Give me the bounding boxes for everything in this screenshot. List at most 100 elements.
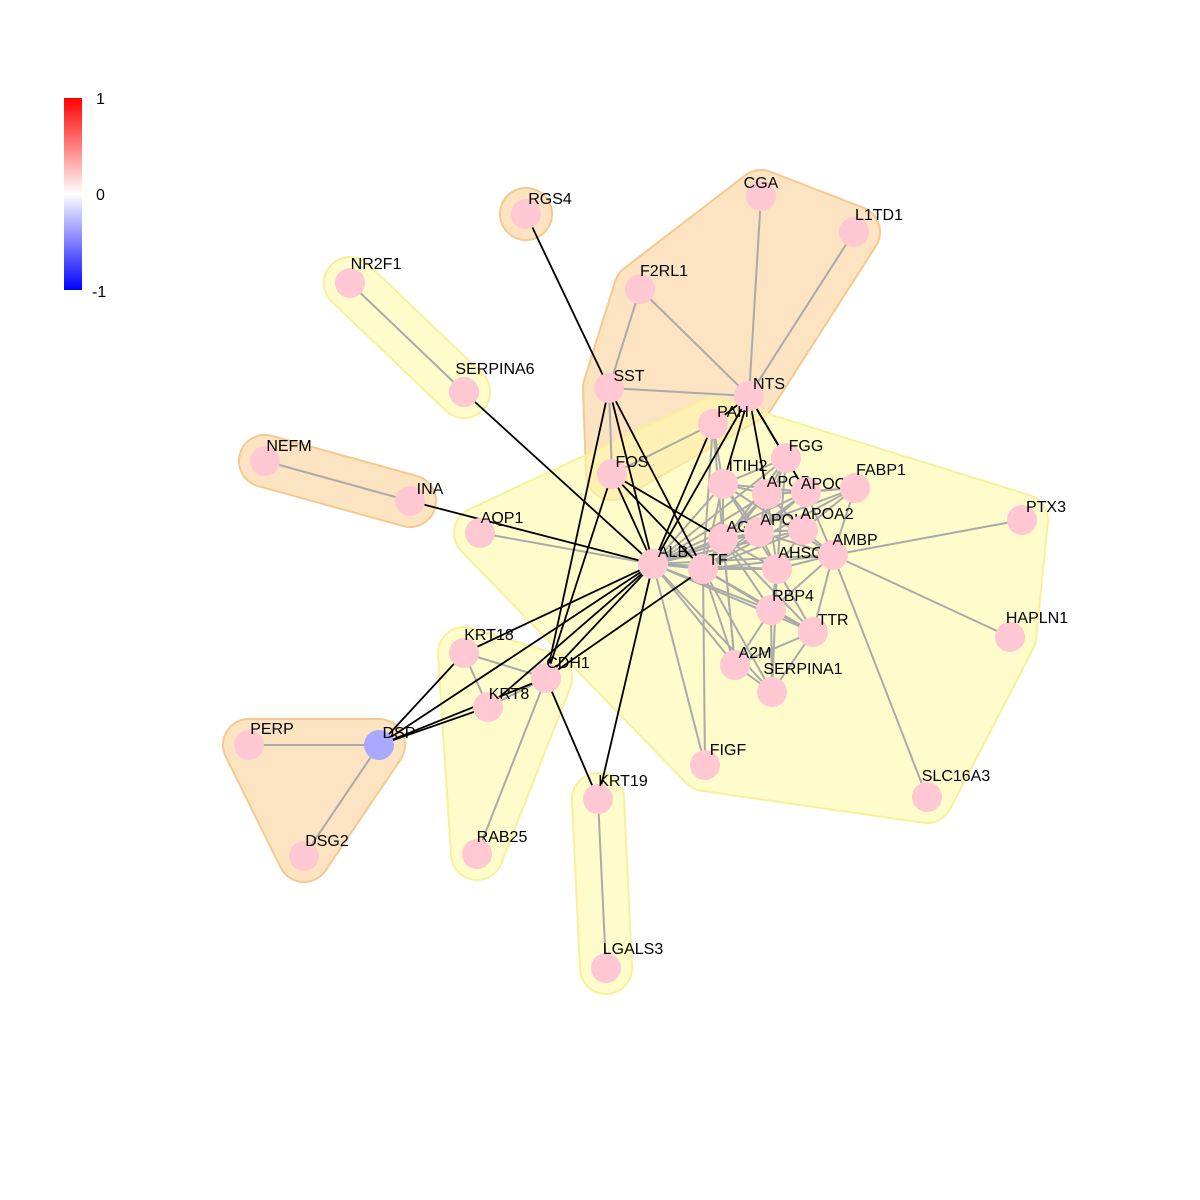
node-circle-nefm[interactable]	[250, 446, 280, 476]
node-krt19[interactable]: KRT19	[583, 773, 648, 814]
node-label-lgals3: LGALS3	[603, 941, 664, 958]
node-nefm[interactable]: NEFM	[250, 438, 312, 476]
node-ttr[interactable]: TTR	[798, 612, 849, 647]
node-circle-ahsg[interactable]	[762, 554, 792, 584]
edge-gray-cga-nts	[748, 195, 762, 397]
node-cdh1[interactable]: CDH1	[531, 655, 590, 693]
node-ptx3[interactable]: PTX3	[1007, 499, 1066, 535]
node-hapln1[interactable]: HAPLN1	[995, 610, 1068, 652]
node-serpina1[interactable]: SERPINA1	[757, 661, 843, 707]
node-slc16a3[interactable]: SLC16A3	[912, 768, 990, 812]
node-circle-dsp[interactable]	[364, 730, 394, 760]
node-circle-aqp1[interactable]	[465, 518, 495, 548]
node-ina[interactable]: INA	[395, 481, 444, 516]
node-circle-figf[interactable]	[690, 750, 720, 780]
node-itih2[interactable]: ITIH2	[708, 458, 768, 499]
node-circle-cga[interactable]	[746, 181, 776, 211]
edge-black-fos-cdh1	[545, 473, 613, 679]
node-rgs4[interactable]: RGS4	[511, 191, 572, 229]
node-circle-f2rl1[interactable]	[625, 274, 655, 304]
node-serpina6[interactable]: SERPINA6	[449, 361, 535, 407]
node-circle-ambp[interactable]	[818, 540, 848, 570]
node-circle-rgs4[interactable]	[511, 199, 541, 229]
node-lgals3[interactable]: LGALS3	[591, 941, 663, 983]
edge-black-pah-alb	[652, 423, 714, 565]
node-aqp1[interactable]: AQP1	[465, 510, 523, 548]
node-nts[interactable]: NTS	[734, 376, 785, 411]
node-label-figf: FIGF	[710, 742, 747, 759]
node-circle-krt19[interactable]	[583, 784, 613, 814]
node-nr2f1[interactable]: NR2F1	[335, 256, 401, 298]
node-cga[interactable]: CGA	[744, 175, 779, 211]
node-tf[interactable]: TF	[688, 552, 728, 584]
node-rab25[interactable]: RAB25	[462, 829, 527, 869]
node-figf[interactable]: FIGF	[690, 742, 746, 780]
node-circle-fos[interactable]	[597, 459, 627, 489]
edge-black-alb-cdh1	[545, 563, 654, 679]
node-circle-serpina1[interactable]	[757, 677, 787, 707]
node-rbp4[interactable]: RBP4	[756, 588, 814, 625]
node-circle-slc16a3[interactable]	[912, 782, 942, 812]
node-sst[interactable]: SST	[594, 368, 645, 403]
node-circle-sst[interactable]	[594, 373, 624, 403]
node-fgg[interactable]: FGG	[771, 438, 823, 473]
node-circle-pah[interactable]	[698, 409, 728, 439]
node-label-aqp1: AQP1	[481, 510, 524, 527]
node-ahsg[interactable]: AHSG	[762, 545, 824, 584]
node-fabp1[interactable]: FABP1	[840, 462, 906, 503]
node-alb[interactable]: ALB	[638, 544, 688, 579]
node-a2m[interactable]: A2M	[720, 645, 771, 680]
node-ambp[interactable]: AMBP	[818, 532, 878, 570]
node-label-rab25: RAB25	[477, 829, 528, 846]
node-circle-l1td1[interactable]	[839, 217, 869, 247]
node-circle-ina[interactable]	[395, 486, 425, 516]
node-f2rl1[interactable]: F2RL1	[625, 263, 688, 304]
edge-black-alb-krt18	[463, 563, 654, 654]
edge-black-nts-alb	[652, 395, 750, 565]
node-dsp[interactable]: DSP	[364, 725, 415, 760]
node-dsg2[interactable]: DSG2	[289, 833, 349, 871]
node-circle-fabp1[interactable]	[840, 473, 870, 503]
edge-gray-fgg-ahsg	[776, 457, 787, 570]
node-circle-tf[interactable]	[688, 554, 718, 584]
edge-gray-alb-apob	[652, 493, 768, 565]
node-circle-krt8[interactable]	[473, 692, 503, 722]
node-circle-apoh[interactable]	[744, 517, 774, 547]
node-krt18[interactable]: KRT18	[449, 627, 514, 668]
node-label-fgg: FGG	[789, 438, 824, 455]
node-circle-hapln1[interactable]	[995, 622, 1025, 652]
node-apoa2[interactable]: APOA2	[788, 506, 854, 545]
node-circle-fgg[interactable]	[771, 443, 801, 473]
node-circle-lgals3[interactable]	[591, 953, 621, 983]
node-circle-nr2f1[interactable]	[335, 268, 365, 298]
node-circle-apob[interactable]	[752, 479, 782, 509]
node-pah[interactable]: PAH	[698, 404, 749, 439]
node-circle-apoa2[interactable]	[788, 515, 818, 545]
node-circle-serpina6[interactable]	[449, 377, 479, 407]
node-circle-ttr[interactable]	[798, 617, 828, 647]
node-label-a2m: A2M	[739, 645, 772, 662]
node-perp[interactable]: PERP	[234, 721, 294, 760]
node-label-cga: CGA	[744, 175, 779, 192]
node-circle-agt[interactable]	[708, 524, 738, 554]
node-circle-perp[interactable]	[234, 730, 264, 760]
node-circle-rab25[interactable]	[462, 839, 492, 869]
node-circle-ptx3[interactable]	[1007, 505, 1037, 535]
edge-gray-agt-a2m	[722, 538, 736, 666]
node-circle-dsg2[interactable]	[289, 841, 319, 871]
node-label-f2rl1: F2RL1	[640, 263, 688, 280]
node-circle-rbp4[interactable]	[756, 595, 786, 625]
node-circle-itih2[interactable]	[708, 469, 738, 499]
node-krt8[interactable]: KRT8	[473, 686, 529, 722]
edge-black-fos-tf	[611, 473, 704, 570]
node-circle-krt18[interactable]	[449, 638, 479, 668]
node-l1td1[interactable]: L1TD1	[839, 207, 903, 247]
node-fos[interactable]: FOS	[597, 454, 648, 489]
node-circle-apoc3[interactable]	[791, 477, 821, 507]
edge-black-fos-agt	[611, 473, 724, 540]
node-circle-a2m[interactable]	[720, 650, 750, 680]
node-circle-cdh1[interactable]	[531, 663, 561, 693]
node-circle-nts[interactable]	[734, 381, 764, 411]
node-circle-alb[interactable]	[638, 549, 668, 579]
